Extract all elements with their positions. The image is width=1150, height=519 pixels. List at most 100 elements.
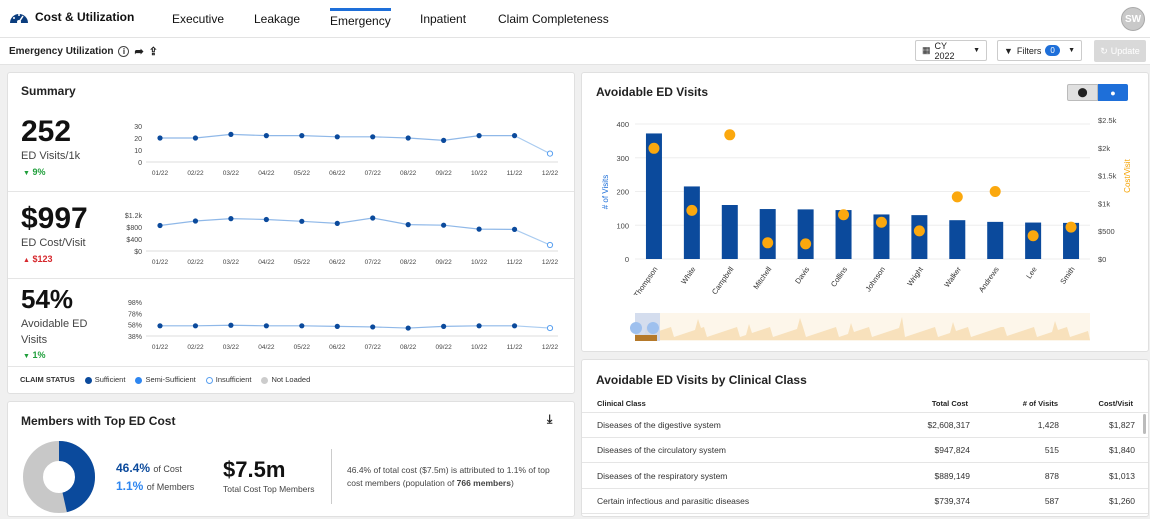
x-tick-label: Davis (793, 265, 811, 286)
x-tick-label: 06/22 (329, 170, 346, 177)
x-tick-label: Mitchell (751, 265, 773, 291)
x-tick-label: 04/22 (258, 344, 275, 351)
bar (759, 209, 776, 259)
provider-view-toggle[interactable]: ● (1098, 84, 1128, 101)
data-point (299, 133, 305, 139)
chart-range-slider[interactable] (630, 313, 1090, 341)
x-tick-label: Walker (942, 265, 963, 289)
y-tick-label: 38% (128, 334, 142, 341)
update-button[interactable]: ↻ Update (1094, 40, 1146, 62)
cost-point (989, 186, 1001, 197)
x-tick-label: 06/22 (329, 259, 346, 266)
claim-status-legend: CLAIM STATUS Sufficient Semi-Sufficient … (20, 375, 310, 384)
avoidable-change: ▼ 1% (23, 350, 45, 360)
tab-executive[interactable]: Executive (172, 12, 225, 26)
share-arrow-icon[interactable]: ➦ (134, 46, 144, 58)
info-icon[interactable]: i (118, 46, 130, 57)
top-bar: Cost & Utilization Executive Leakage Eme… (0, 0, 1150, 38)
col-header-total-cost[interactable]: Total Cost (931, 399, 968, 408)
slider-handle-right (647, 322, 659, 334)
bar (911, 215, 928, 259)
chevron-down-icon: ▼ (1068, 47, 1075, 54)
legend-sufficient: Sufficient (84, 375, 125, 384)
data-point (476, 323, 482, 329)
user-avatar[interactable]: SW (1121, 7, 1145, 31)
cell-total-cost: $947,824 (934, 445, 970, 456)
cell-visits: 587 (1044, 495, 1059, 506)
bar (721, 205, 738, 259)
y2-tick-label: $2.5k (1098, 116, 1117, 125)
ed-cost-trend-chart: $1.2k $800 $400 $0 01/22 02/22 03/22 04/22 05/22… (125, 213, 559, 266)
cell-clinical-class: Diseases of the circulatory system (597, 445, 726, 456)
table-scrollbar[interactable] (1143, 414, 1146, 434)
data-point (263, 323, 269, 329)
y-tick-label: $0 (134, 249, 142, 256)
cell-clinical-class: Certain infectious and parasitic disease… (597, 495, 750, 506)
filters-button[interactable]: ▼ Filters 0 ▼ (997, 40, 1082, 61)
divider (8, 278, 574, 279)
data-point (476, 226, 482, 232)
note-members-count: 766 members (456, 478, 511, 488)
tab-claim-completeness[interactable]: Claim Completeness (498, 12, 609, 26)
data-point (228, 131, 234, 137)
period-value: CY 2022 (934, 40, 955, 61)
ed-visits-change: ▼ 9% (23, 167, 45, 177)
download-icon[interactable]: ⤓ (547, 412, 553, 426)
x-tick-label: 12/22 (542, 170, 559, 177)
col-header-cost-per-visit[interactable]: Cost/Visit (1098, 399, 1133, 408)
cost-point (648, 142, 660, 154)
x-tick-label: Andrews (977, 265, 1001, 294)
data-point (192, 218, 199, 224)
legend-text: Not Loaded (271, 375, 311, 384)
period-select[interactable]: ▦ CY 2022 ▼ (915, 40, 987, 61)
divider (8, 366, 574, 367)
data-point (299, 323, 305, 329)
col-header-visits[interactable]: # of Visits (1022, 399, 1058, 408)
change-value: $123 (32, 254, 53, 264)
cost-point (1027, 230, 1039, 242)
x-tick-label: 05/22 (294, 259, 311, 266)
app-logo[interactable]: Cost & Utilization (9, 10, 134, 24)
data-point (511, 226, 518, 232)
y-tick-label: 78% (128, 311, 142, 318)
y-axis-title: # of Visits (601, 175, 610, 210)
x-tick-label: 03/22 (223, 259, 240, 266)
data-point (157, 135, 163, 141)
cost-point (686, 204, 698, 216)
x-tick-label: 09/22 (435, 344, 452, 351)
cost-point (951, 191, 963, 203)
data-point (546, 241, 554, 249)
y-tick-label: 200 (616, 188, 629, 197)
col-header-clinical-class[interactable]: Clinical Class (597, 399, 646, 408)
ed-cost-value: $997 (21, 202, 88, 235)
y-tick-label: $800 (126, 225, 142, 232)
ed-visits-label: ED Visits/1k (21, 150, 81, 162)
export-icon[interactable]: ⇪ (148, 46, 158, 58)
data-point (511, 133, 518, 139)
data-point (441, 222, 447, 228)
tab-emergency[interactable]: Emergency (330, 8, 391, 28)
x-tick-label: 11/22 (507, 344, 523, 351)
tab-inpatient[interactable]: Inpatient (420, 12, 467, 26)
table-row-divider (582, 437, 1148, 438)
data-point (228, 216, 234, 222)
y-tick-label: 20 (134, 136, 142, 143)
y2-tick-label: $1k (1098, 199, 1110, 208)
x-tick-label: White (679, 265, 697, 286)
map-view-toggle[interactable]: ⬤ (1067, 84, 1098, 101)
x-tick-label: 09/22 (435, 170, 452, 177)
y-tick-label: 58% (128, 323, 142, 330)
data-point (334, 220, 340, 226)
tab-leakage[interactable]: Leakage (254, 12, 301, 26)
avoidable-visits-chart: 400 300 200 100 0 $2.5k $2k $1.5k $1k $500 $0 # of … (601, 116, 1132, 295)
members-pct: 1.1% of Members (116, 479, 194, 493)
avoidable-visits-title: Avoidable ED Visits (596, 85, 709, 99)
data-point (370, 215, 376, 221)
data-point (441, 323, 447, 329)
filters-label: Filters (1016, 45, 1042, 56)
data-point (263, 216, 269, 223)
y2-axis-title: Cost/Visit (1123, 158, 1132, 192)
x-tick-label: 02/22 (187, 344, 204, 351)
x-tick-label: 06/22 (329, 344, 346, 351)
x-tick-label: 12/22 (542, 344, 559, 351)
